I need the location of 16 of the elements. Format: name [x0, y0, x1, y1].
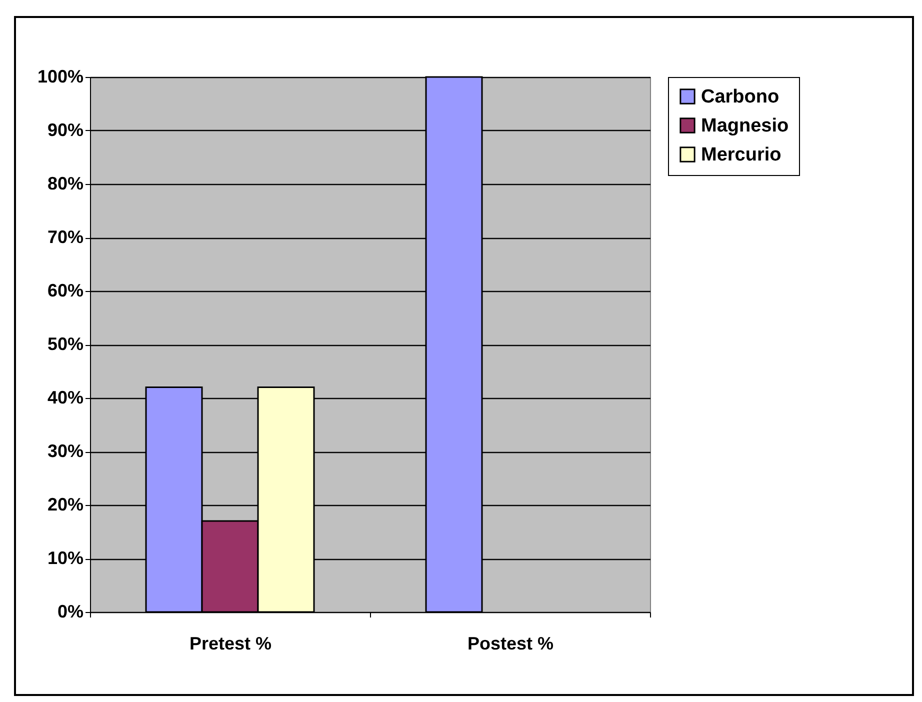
x-tick-label: Postest %: [467, 634, 554, 654]
y-tick-label: 20%: [47, 494, 84, 514]
y-tick-label: 70%: [47, 227, 84, 247]
y-tick-label: 80%: [47, 174, 84, 194]
x-tick-label: Pretest %: [189, 634, 272, 654]
y-tick-label: 100%: [37, 66, 84, 86]
y-tick-label: 60%: [47, 280, 84, 300]
legend-label: Magnesio: [701, 116, 789, 136]
y-tick-label: 0%: [57, 602, 84, 622]
legend-label: Carbono: [701, 86, 780, 108]
y-tick-label: 90%: [47, 120, 84, 140]
y-tick-label: 40%: [47, 388, 84, 408]
y-tick-label: 50%: [47, 334, 84, 354]
y-tick-label: 30%: [47, 441, 84, 461]
legend-label: Mercurio: [701, 144, 782, 166]
y-tick-label: 10%: [47, 548, 84, 568]
